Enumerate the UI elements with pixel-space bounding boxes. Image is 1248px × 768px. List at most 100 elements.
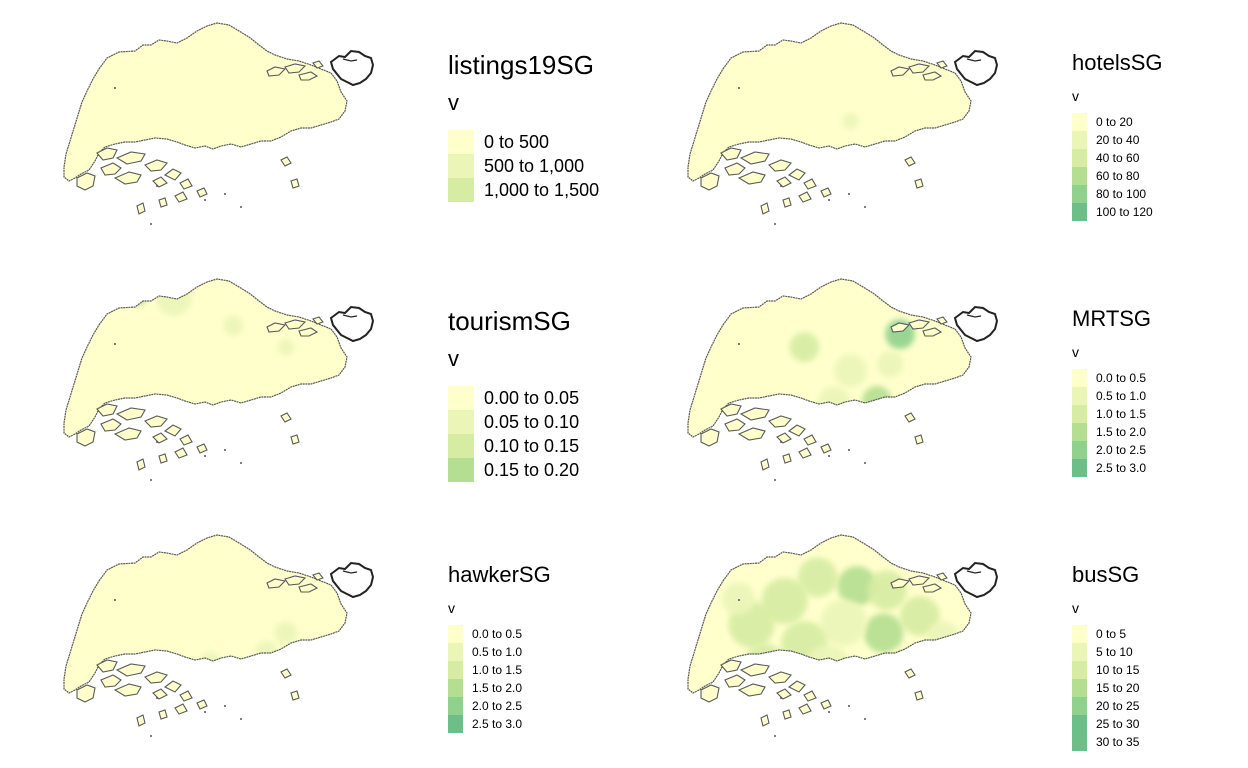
- islet-dot: [780, 441, 782, 443]
- small-island: [158, 453, 168, 464]
- singapore-map: [63, 534, 375, 737]
- small-island: [158, 709, 168, 720]
- legend-item: 25 to 30: [1072, 715, 1248, 733]
- legend-item: 0.5 to 1.0: [1072, 387, 1248, 405]
- legend-swatch: [1072, 131, 1087, 149]
- legend-class-label: 1.5 to 2.0: [472, 681, 523, 695]
- small-island: [798, 191, 812, 203]
- ubin-island-outline: [966, 570, 982, 574]
- legend-class-label: 10 to 15: [1096, 663, 1140, 677]
- small-island: [787, 168, 806, 181]
- small-island: [113, 171, 142, 185]
- small-island: [312, 316, 324, 325]
- legend-swatch: [1072, 697, 1087, 715]
- legend-class-label: 20 to 25: [1096, 699, 1140, 713]
- legend-item: 0.10 to 0.15: [448, 434, 648, 458]
- legend-item: 20 to 40: [1072, 131, 1248, 149]
- small-island: [724, 162, 746, 176]
- density-hotspot: [900, 596, 940, 636]
- small-island: [798, 447, 812, 459]
- legend-item: 5 to 10: [1072, 643, 1248, 661]
- small-island: [179, 690, 193, 702]
- islet-dot: [224, 705, 226, 707]
- islet-dot: [150, 479, 152, 481]
- islet-dot: [114, 87, 116, 89]
- legend-class-label: 2.5 to 3.0: [1096, 461, 1147, 475]
- ubin-island-outline: [966, 58, 982, 62]
- legend-class-label: 100 to 120: [1096, 205, 1153, 219]
- islet-dot: [828, 711, 830, 713]
- legend-item: 1.5 to 2.0: [448, 679, 648, 697]
- small-island: [820, 187, 832, 198]
- legend-class-label: 0.0 to 0.5: [1096, 371, 1147, 385]
- legend-title: tourismSG: [448, 306, 571, 336]
- legend-swatch: [448, 178, 474, 202]
- legend-class-label: 0.15 to 0.20: [484, 460, 580, 480]
- small-island: [76, 172, 96, 191]
- small-island: [776, 176, 792, 188]
- small-island: [908, 319, 931, 330]
- small-island: [720, 147, 742, 161]
- small-island: [936, 316, 948, 325]
- legend-item: 0.15 to 0.20: [448, 458, 648, 482]
- legend-class-label: 80 to 100: [1096, 187, 1147, 201]
- small-island: [936, 572, 948, 581]
- legend-swatch: [448, 386, 474, 410]
- small-island: [96, 659, 118, 673]
- islet-dot: [864, 462, 866, 464]
- legend-item: 2.0 to 2.5: [1072, 441, 1248, 459]
- small-island: [96, 147, 118, 161]
- legend-class-label: 0 to 5: [1096, 627, 1127, 641]
- density-hotspot: [877, 351, 904, 378]
- small-island: [700, 172, 720, 191]
- legend-item: 20 to 25: [1072, 697, 1248, 715]
- small-island: [136, 458, 146, 471]
- small-island: [803, 178, 817, 190]
- small-island: [115, 407, 146, 421]
- small-island: [174, 447, 188, 459]
- small-island: [163, 424, 182, 437]
- legend-swatch: [448, 643, 463, 661]
- legend-variable-label: v: [448, 600, 455, 616]
- legend-title: hawkerSG: [448, 562, 551, 587]
- islet-dot: [150, 223, 152, 225]
- small-island: [820, 443, 832, 454]
- panel-busSG: busSG v 0 to 5 5 to 10 10 to 15 15 to 20 20 to…: [624, 512, 1248, 768]
- islet-dot: [848, 449, 850, 451]
- small-island: [76, 684, 96, 703]
- ubin-island-outline: [953, 49, 999, 87]
- small-island: [179, 434, 193, 446]
- islet-dot: [828, 199, 830, 201]
- legend-swatch: [1072, 733, 1087, 751]
- legend-item: 0.00 to 0.05: [448, 386, 648, 410]
- legend-class-label: 0.10 to 0.15: [484, 436, 580, 456]
- small-island: [914, 690, 924, 701]
- legend-swatch: [448, 715, 463, 733]
- islet-dot: [774, 479, 776, 481]
- legend-swatch: [1072, 423, 1087, 441]
- small-island: [136, 202, 146, 215]
- islet-dot: [240, 206, 242, 208]
- small-island: [787, 424, 806, 437]
- islet-dot: [864, 718, 866, 720]
- density-hotspot: [239, 671, 267, 698]
- small-island: [100, 162, 122, 176]
- small-island: [787, 680, 806, 693]
- density-hotspot: [223, 315, 244, 336]
- small-island: [179, 178, 193, 190]
- islet-dot: [848, 193, 850, 195]
- small-island: [760, 202, 770, 215]
- small-island: [280, 412, 292, 423]
- small-island: [152, 176, 168, 188]
- small-island: [280, 668, 292, 679]
- islet-dot: [224, 193, 226, 195]
- small-island: [100, 674, 122, 688]
- density-hotspot: [863, 613, 904, 653]
- small-island: [782, 197, 792, 208]
- main-island-outline: [63, 278, 348, 438]
- ubin-island-outline: [953, 305, 999, 343]
- legend-class-label: 1.5 to 2.0: [1096, 425, 1147, 439]
- legend-swatch: [1072, 113, 1087, 131]
- ubin-island-outline: [342, 314, 358, 318]
- small-island: [298, 327, 319, 337]
